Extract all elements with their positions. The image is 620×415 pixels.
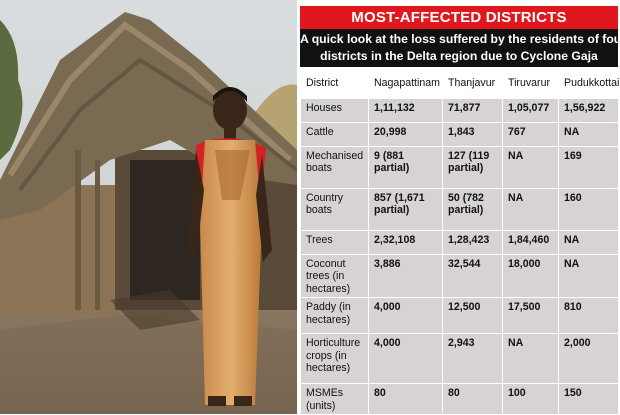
cell-value: 4,000: [368, 297, 443, 334]
row-label: MSMEs (units): [300, 383, 369, 415]
cell-value: 32,544: [442, 253, 503, 298]
cell-value: NA: [502, 187, 559, 231]
cell-value: 3,886: [368, 253, 443, 298]
cell-value: 1,56,922: [558, 97, 619, 123]
cell-value: 18,000: [502, 253, 559, 298]
table-panel: MOST-AFFECTED DISTRICTS A quick look at …: [298, 0, 620, 415]
header-nagapattinam: Nagapattinam: [368, 67, 443, 99]
header-district: District: [300, 67, 369, 99]
cell-value: 50 (782 partial): [442, 187, 503, 231]
cell-value: 17,500: [502, 297, 559, 334]
cell-value: 1,11,132: [368, 97, 443, 123]
cell-value: 1,84,460: [502, 229, 559, 255]
cell-value: 2,000: [558, 333, 619, 384]
banner-title: MOST-AFFECTED DISTRICTS: [300, 6, 618, 29]
cell-value: NA: [558, 253, 619, 298]
table-row: Mechanised boats 9 (881 partial) 127 (11…: [300, 145, 619, 189]
row-label: Horticulture crops (in hectares): [300, 333, 369, 384]
cell-value: NA: [502, 145, 559, 189]
cell-value: 2,943: [442, 333, 503, 384]
subtitle-line-2: districts in the Delta region due to Cyc…: [320, 49, 598, 63]
cell-value: 80: [442, 383, 503, 415]
table-row: Country boats 857 (1,671 partial) 50 (78…: [300, 187, 619, 231]
cell-value: 1,05,077: [502, 97, 559, 123]
row-label: Houses: [300, 97, 369, 123]
cell-value: 127 (119 partial): [442, 145, 503, 189]
cell-value: 160: [558, 187, 619, 231]
header-thanjavur: Thanjavur: [442, 67, 503, 99]
cell-value: 857 (1,671 partial): [368, 187, 443, 231]
cell-value: NA: [558, 121, 619, 147]
header-tiruvarur: Tiruvarur: [502, 67, 559, 99]
table-row: MSMEs (units) 80 80 100 150: [300, 383, 619, 415]
cell-value: 1,28,423: [442, 229, 503, 255]
cell-value: 4,000: [368, 333, 443, 384]
photo-illustration: [0, 0, 297, 414]
cell-value: 2,32,108: [368, 229, 443, 255]
cell-value: 169: [558, 145, 619, 189]
row-label: Paddy (in hectares): [300, 297, 369, 334]
cell-value: 9 (881 partial): [368, 145, 443, 189]
cell-value: 1,843: [442, 121, 503, 147]
cell-value: 100: [502, 383, 559, 415]
loss-table: District Nagapattinam Thanjavur Tiruvaru…: [300, 67, 619, 415]
row-label: Cattle: [300, 121, 369, 147]
cell-value: 810: [558, 297, 619, 334]
table-header-row: District Nagapattinam Thanjavur Tiruvaru…: [300, 67, 619, 99]
table-row: Coconut trees (in hectares) 3,886 32,544…: [300, 253, 619, 298]
row-label: Country boats: [300, 187, 369, 231]
table-row: Horticulture crops (in hectares) 4,000 2…: [300, 333, 619, 384]
table-row: Paddy (in hectares) 4,000 12,500 17,500 …: [300, 297, 619, 334]
subtitle: A quick look at the loss suffered by the…: [300, 29, 620, 67]
cell-value: 80: [368, 383, 443, 415]
row-label: Coconut trees (in hectares): [300, 253, 369, 298]
subtitle-line-1: A quick look at the loss suffered by the…: [300, 32, 620, 46]
cell-value: 767: [502, 121, 559, 147]
cell-value: NA: [502, 333, 559, 384]
cell-value: 20,998: [368, 121, 443, 147]
cell-value: 71,877: [442, 97, 503, 123]
table-row: Trees 2,32,108 1,28,423 1,84,460 NA: [300, 229, 619, 255]
row-label: Mechanised boats: [300, 145, 369, 189]
cell-value: 12,500: [442, 297, 503, 334]
header-pudukkottai: Pudukkottai: [558, 67, 619, 99]
table-row: Houses 1,11,132 71,877 1,05,077 1,56,922: [300, 97, 619, 123]
photo-cyclone-damage: [0, 0, 297, 414]
table-row: Cattle 20,998 1,843 767 NA: [300, 121, 619, 147]
cell-value: NA: [558, 229, 619, 255]
cell-value: 150: [558, 383, 619, 415]
row-label: Trees: [300, 229, 369, 255]
